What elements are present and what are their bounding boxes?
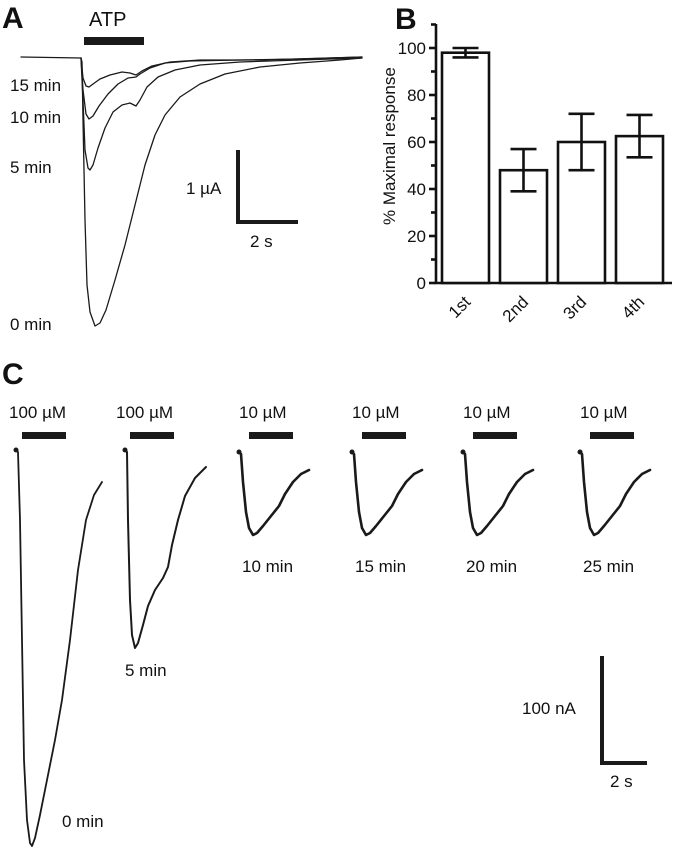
trace-c-5min-start [122,447,128,453]
error-bar-1st [452,46,479,59]
y-tick-label: 40 [407,180,426,199]
trace-c-25min [578,450,652,537]
bar-1st [440,51,491,285]
time-label-6: 25 min [583,557,634,576]
panel-c: C 100 µM 0 min 100 µM 5 min 10 µM 10 min 1… [2,358,652,847]
time-label-3: 10 min [242,557,293,576]
panel-a-letter: A [2,2,24,35]
trace-c-5min [124,449,207,649]
trace-label-0min: 0 min [10,315,52,334]
y-tick-label: 80 [407,86,426,105]
panel-a: A ATP 15 min 10 min 5 min 0 min 1 µA 2 s [2,2,363,334]
time-label-2: 5 min [125,661,167,680]
time-label-4: 15 min [355,557,406,576]
y-tick-label: 20 [407,227,426,246]
y-axis-label: % Maximal response [380,67,399,225]
scalebar-a-y-label: 1 µA [186,179,222,198]
x-tick-label: 3rd [560,292,591,323]
atp-stimulus-label: ATP [89,9,126,31]
stimulus-bar-6 [590,432,634,439]
trace-label-10min: 10 min [10,108,61,127]
concentration-label-3: 10 µM [239,403,287,422]
error-bar-4th [626,113,653,159]
y-tick-label: 60 [407,133,426,152]
x-tick-label: 4th [618,292,648,322]
error-bar-3rd [568,112,595,172]
trace-c-15min [350,450,424,537]
trace-start-marker [236,449,242,455]
concentration-label-2: 100 µM [116,403,173,422]
y-tick-label: 100 [398,39,426,58]
trace-c-0min [15,449,103,847]
concentration-label-1: 100 µM [9,403,66,422]
concentration-label-4: 10 µM [352,403,400,422]
trace-label-5min: 5 min [10,158,52,177]
trace-label-15min: 15 min [10,76,61,95]
time-label-5: 20 min [466,557,517,576]
stimulus-bar-2 [130,432,174,439]
trace-c-10min [237,450,311,537]
concentration-label-5: 10 µM [463,403,511,422]
atp-stimulus-bar [84,37,144,45]
stimulus-bar-3 [249,432,293,439]
panel-c-letter: C [2,358,24,391]
panel-b-letter: B [395,3,417,36]
stimulus-bar-1 [22,432,66,439]
trace-a-10min [80,56,363,120]
time-label-1: 0 min [62,812,104,831]
concentration-label-6: 10 µM [580,403,628,422]
trace-a-0min [20,56,363,327]
trace-a-5min [80,57,363,171]
trace-start-marker [349,449,355,455]
trace-c-20min [461,450,535,537]
scalebar-c-y-label: 100 nA [522,699,577,718]
scalebar-a-x-label: 2 s [250,232,273,251]
scalebar-c [600,656,647,765]
scalebar-a [236,150,298,224]
error-bar-2nd [510,147,537,193]
trace-start-marker [577,449,583,455]
trace-start-marker [460,449,466,455]
trace-c-0min-start [13,447,19,453]
bar-4th [614,134,665,285]
scalebar-c-x-label: 2 s [610,772,633,791]
x-tick-label: 1st [445,292,475,322]
x-tick-label: 2nd [499,292,532,325]
y-tick-label: 0 [417,274,426,293]
stimulus-bar-4 [362,432,406,439]
panel-b: B % Maximal response 0 20 40 60 80 100 1st 2nd… [380,3,672,326]
trace-a-15min [80,56,363,88]
stimulus-bar-5 [473,432,517,439]
